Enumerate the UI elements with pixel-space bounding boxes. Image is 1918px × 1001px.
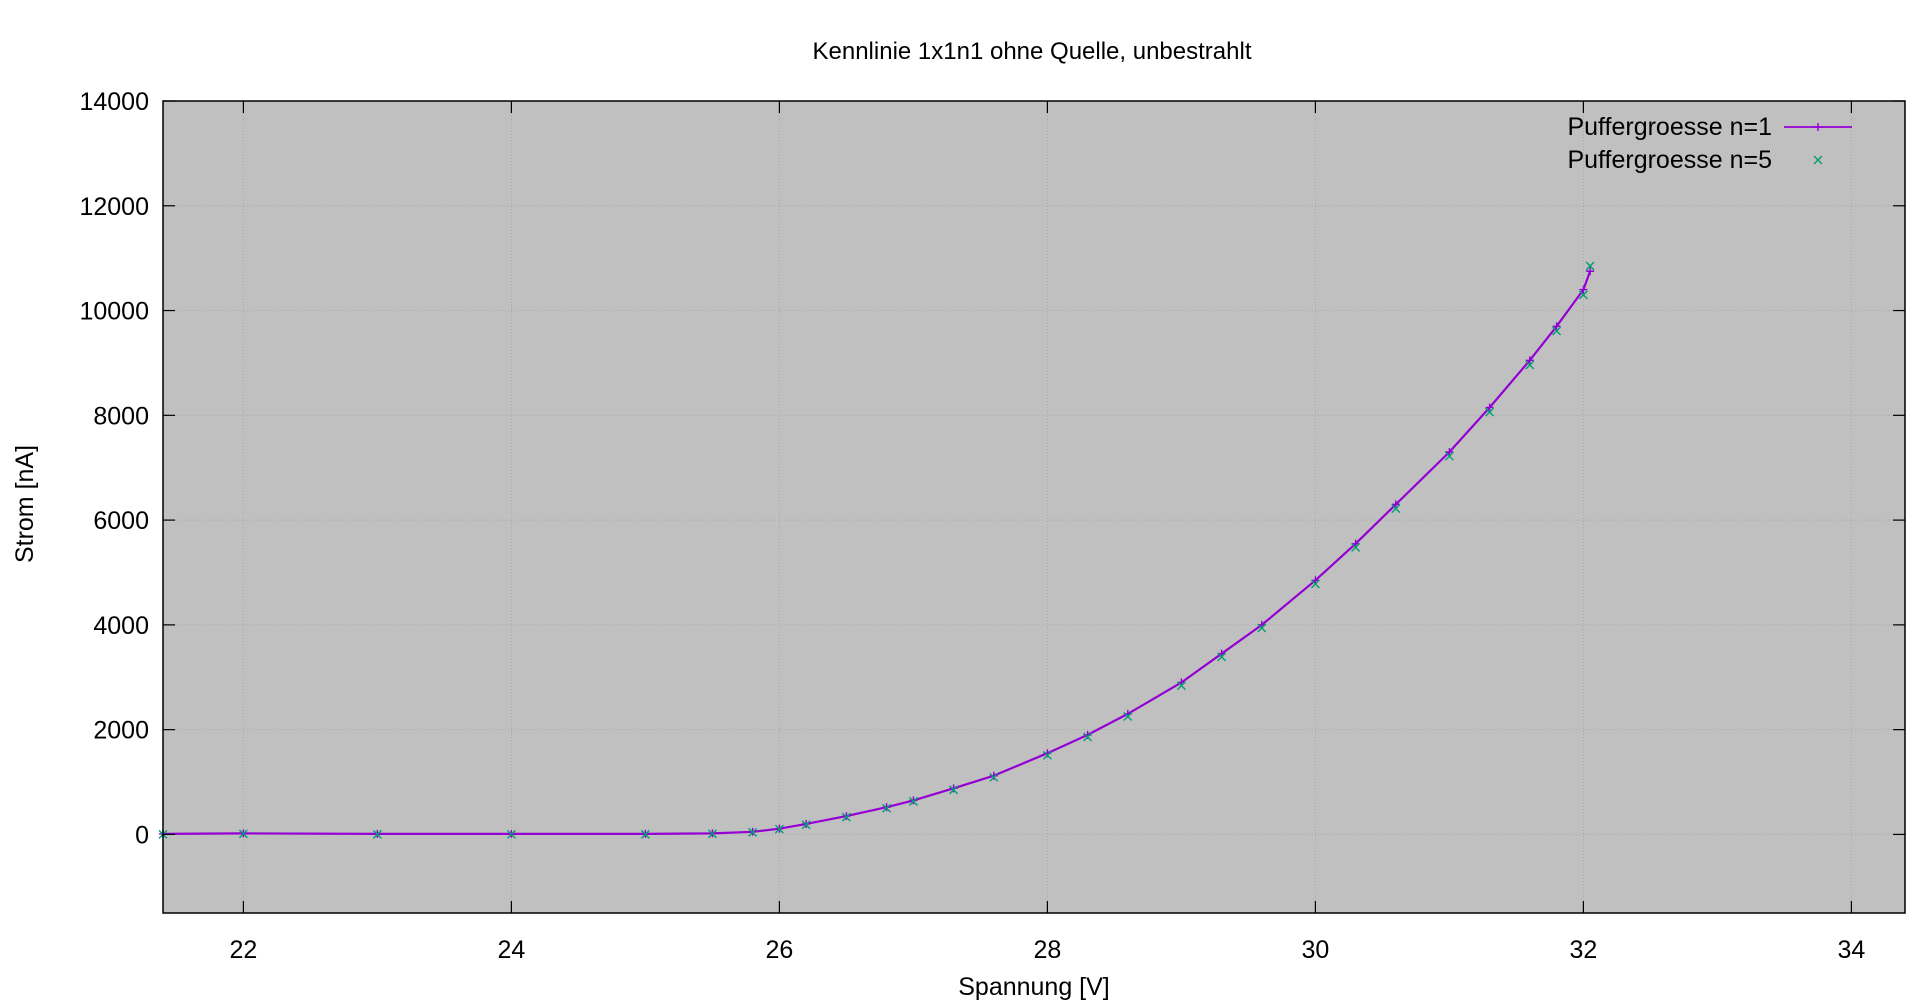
y-tick-label: 0 [135, 821, 149, 849]
data-point-series-2 [1042, 750, 1052, 760]
data-point-series-1 [949, 784, 958, 793]
legend: Puffergroesse n=1 Puffergroesse n=5 [1567, 113, 1852, 174]
x-tick-label: 22 [229, 936, 257, 964]
data-point-series-2 [1217, 652, 1227, 662]
y-tick-label: 4000 [93, 612, 149, 640]
y-tick-label: 8000 [93, 402, 149, 430]
data-point-series-1 [1525, 356, 1534, 365]
data-point-series-2 [1525, 360, 1535, 370]
grid [163, 100, 1905, 913]
data-point-series-1 [1586, 267, 1595, 276]
data-point-series-2 [506, 829, 516, 839]
data-point-series-1 [1391, 500, 1400, 509]
data-point-series-2 [1083, 732, 1093, 742]
data-point-series-2 [707, 829, 717, 839]
data-point-series-1 [1552, 322, 1561, 331]
x-tick-label: 30 [1301, 936, 1329, 964]
data-point-series-1 [1579, 285, 1588, 294]
data-point-series-2 [1257, 623, 1267, 633]
y-axis-label: Strom [nA] [11, 445, 39, 563]
legend-label: Puffergroesse n=1 [1567, 113, 1772, 141]
data-point-series-1 [989, 771, 998, 780]
y-tick-label: 2000 [93, 717, 149, 745]
plot-area [163, 101, 1905, 913]
data-point-series-2 [640, 829, 650, 839]
data-point-series-1 [1485, 403, 1494, 412]
data-point-series-1 [842, 812, 851, 821]
data-point-series-2 [841, 812, 851, 822]
data-point-series-1 [909, 796, 918, 805]
x-tick-label: 28 [1033, 936, 1061, 964]
data-point-series-2 [238, 829, 248, 839]
y-tick-label: 12000 [79, 193, 149, 221]
data-point-series-1 [1351, 539, 1360, 548]
data-point-series-2 [882, 803, 892, 813]
plot-border [162, 100, 1906, 914]
series-layer [158, 261, 1595, 839]
y-tick-label: 10000 [79, 298, 149, 326]
data-point-series-1 [1311, 576, 1320, 585]
data-point-series-2 [1123, 712, 1133, 722]
legend-swatch-marker [1814, 123, 1822, 131]
data-point-series-2 [1485, 407, 1495, 417]
y-tick-label: 14000 [79, 88, 149, 116]
data-point-series-2 [908, 796, 918, 806]
x-tick-label: 32 [1569, 936, 1597, 964]
data-point-series-2 [748, 827, 758, 837]
data-point-series-2 [1391, 504, 1401, 514]
chart-title: Kennlinie 1x1n1 ohne Quelle, unbestrahlt [813, 38, 1252, 65]
ticks [163, 100, 1905, 913]
y-tick-label: 6000 [93, 507, 149, 535]
data-point-series-1 [882, 803, 891, 812]
legend-label: Puffergroesse n=5 [1567, 146, 1772, 174]
data-point-series-2 [1578, 290, 1588, 300]
data-point-series-2 [774, 824, 784, 834]
tick-labels: 22 24 26 28 30 32 34 0 2000 4000 6000 8000 10000 1200… [79, 88, 1865, 964]
data-point-series-1 [1445, 447, 1454, 456]
data-point-series-2 [949, 785, 959, 795]
data-point-series-2 [372, 829, 382, 839]
data-point-series-2 [1176, 681, 1186, 691]
data-point-series-2 [801, 820, 811, 830]
data-point-series-2 [1444, 451, 1454, 461]
data-point-series-2 [1310, 579, 1320, 589]
data-point-series-2 [1585, 261, 1595, 271]
x-tick-label: 24 [497, 936, 525, 964]
data-point-series-2 [989, 772, 999, 782]
data-point-series-2 [1351, 542, 1361, 552]
legend-swatch-marker [1813, 155, 1823, 165]
data-point-series-2 [1552, 326, 1562, 336]
x-tick-label: 26 [765, 936, 793, 964]
x-tick-label: 34 [1837, 936, 1865, 964]
x-axis-label: Spannung [V] [958, 973, 1110, 1001]
